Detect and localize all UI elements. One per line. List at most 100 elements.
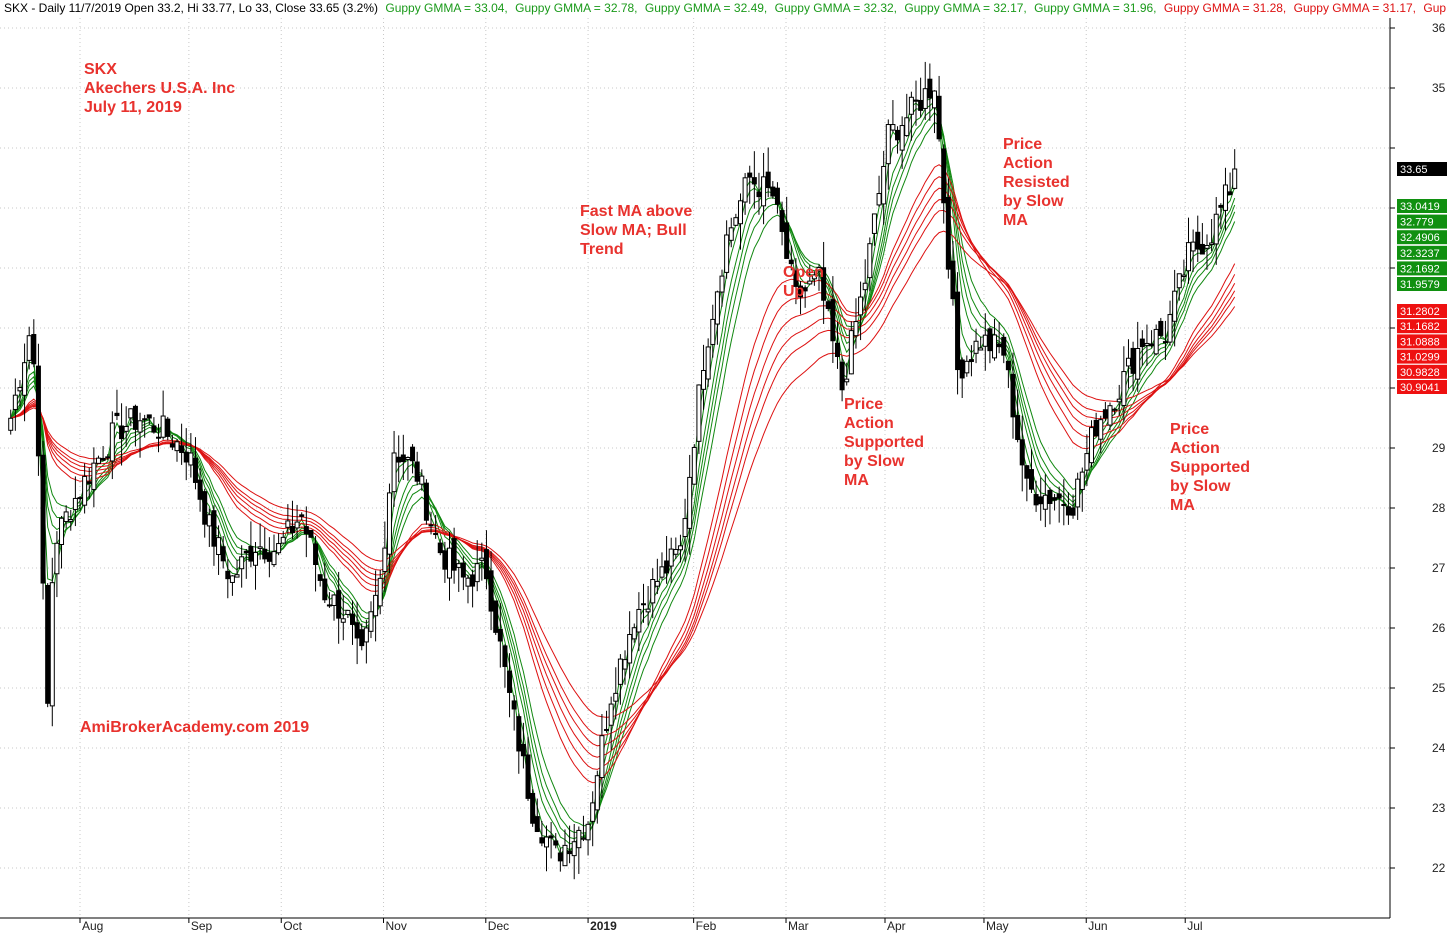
y-tick-label: 36 (1432, 21, 1446, 35)
value-tag-bg (1397, 214, 1447, 229)
candle-body (174, 441, 180, 452)
header-part: Gup (1423, 1, 1446, 15)
slow-ma-tag: 31.1682 (1397, 319, 1447, 334)
candle-body (326, 604, 332, 607)
annotation-line: July 11, 2019 (84, 99, 182, 116)
candle-body (751, 177, 757, 185)
candle-body (45, 584, 51, 704)
candle-body (414, 461, 420, 482)
candle-body (964, 360, 970, 374)
candle-body (673, 548, 679, 555)
candle-body (1061, 503, 1067, 506)
value-tag-text: 31.1682 (1400, 321, 1440, 333)
candle-body (169, 443, 175, 448)
candle-body (313, 543, 319, 566)
value-tag-bg (1397, 277, 1447, 291)
candle-body (798, 285, 804, 298)
candle-body (825, 301, 831, 310)
value-tag-text: 31.0888 (1400, 336, 1440, 348)
candle-body (1158, 320, 1164, 336)
candle-body (770, 186, 776, 197)
candle-body (303, 526, 309, 535)
annotation-line: Up (783, 283, 805, 300)
candle-body (428, 524, 434, 527)
candle-body (899, 125, 905, 151)
candle-body (839, 361, 845, 391)
candle-body (470, 574, 476, 587)
candle-body (885, 124, 891, 165)
candle-body (423, 482, 429, 521)
candle-body (608, 703, 614, 726)
slow-ma-line (10, 230, 1236, 718)
candle-body (253, 551, 259, 566)
candle-body (525, 754, 531, 799)
candle-body (493, 600, 499, 633)
candle-body (1162, 341, 1168, 344)
candle-body (474, 563, 480, 583)
candle-body (576, 829, 582, 849)
candle-body (234, 574, 240, 578)
candle-body (756, 191, 762, 198)
candle-body (72, 497, 78, 510)
candle-body (862, 282, 868, 291)
candle-body (793, 270, 799, 287)
candle-body (844, 378, 850, 383)
value-tag-text: 31.9579 (1400, 279, 1440, 291)
annotation-line: MA (1170, 497, 1195, 514)
candle-body (1149, 343, 1155, 347)
header-part: SKX - Daily 11/7/2019 Open 33.2, Hi 33.7… (4, 1, 378, 15)
candle-body (955, 291, 961, 371)
value-tag-text: 31.0299 (1400, 352, 1440, 364)
header-part: Guppy GMMA = 33.04, (385, 1, 507, 15)
y-tick-label: 25 (1432, 681, 1446, 695)
candle-body (1070, 507, 1076, 516)
value-tag-text: 31.2802 (1400, 306, 1440, 318)
candle-body (677, 545, 683, 551)
candle-body (1218, 204, 1224, 208)
candle-body (12, 394, 18, 410)
candle-body (913, 99, 919, 102)
candle-body (289, 525, 295, 534)
value-tags: 33.65 33.0419 32.779 32.4906 32.3237 32.1692 3… (1397, 162, 1447, 394)
candle-body (142, 418, 148, 421)
candle-body (871, 213, 877, 234)
candle-body (77, 497, 83, 500)
candle-body (266, 552, 272, 562)
slow-ma-line (10, 199, 1236, 747)
candle-body (516, 716, 522, 752)
fast-ma-tag: 32.3237 (1397, 245, 1447, 260)
axes: 22 23 24 25 26 27 28 29 35 36 Aug Sep Oct Nov Dec 2019 F… (0, 18, 1446, 933)
candle-body (650, 579, 656, 604)
x-tick-label: Aug (82, 919, 103, 933)
slow-ma-tag: 30.9041 (1397, 380, 1447, 394)
value-tag-text: 32.1692 (1400, 263, 1440, 275)
annotation-line: MA (1003, 212, 1028, 229)
candle-body (1232, 168, 1238, 189)
candle-body (294, 521, 300, 529)
fast-ma-tag: 31.9579 (1397, 277, 1447, 291)
annotation-line: MA (844, 472, 869, 489)
header-part: Guppy GMMA = 31.17, (1294, 1, 1416, 15)
slow-ma-tag: 31.0888 (1397, 334, 1447, 349)
candle-body (728, 227, 734, 241)
candle-body (1089, 427, 1095, 464)
candle-body (890, 124, 896, 131)
candle-body (359, 629, 365, 647)
candle-body (54, 542, 60, 575)
candle-body (382, 547, 388, 572)
candle-body (35, 365, 41, 457)
header-part: Guppy GMMA = 31.96, (1034, 1, 1156, 15)
candle-body (585, 823, 591, 841)
slow-ma-tag: 30.9828 (1397, 364, 1447, 379)
candle-body (165, 418, 171, 437)
candle-body (239, 556, 245, 570)
candle-body (188, 452, 194, 466)
annotation-bull-trend: Fast MA above Slow MA; Bull Trend (580, 203, 692, 258)
header-part: Guppy GMMA = 32.32, (775, 1, 897, 15)
candle-body (59, 517, 65, 546)
candle-body (63, 511, 69, 523)
candle-body (1135, 347, 1141, 380)
candle-body (1199, 243, 1205, 255)
candle-body (1079, 471, 1085, 490)
candle-body (146, 414, 152, 419)
